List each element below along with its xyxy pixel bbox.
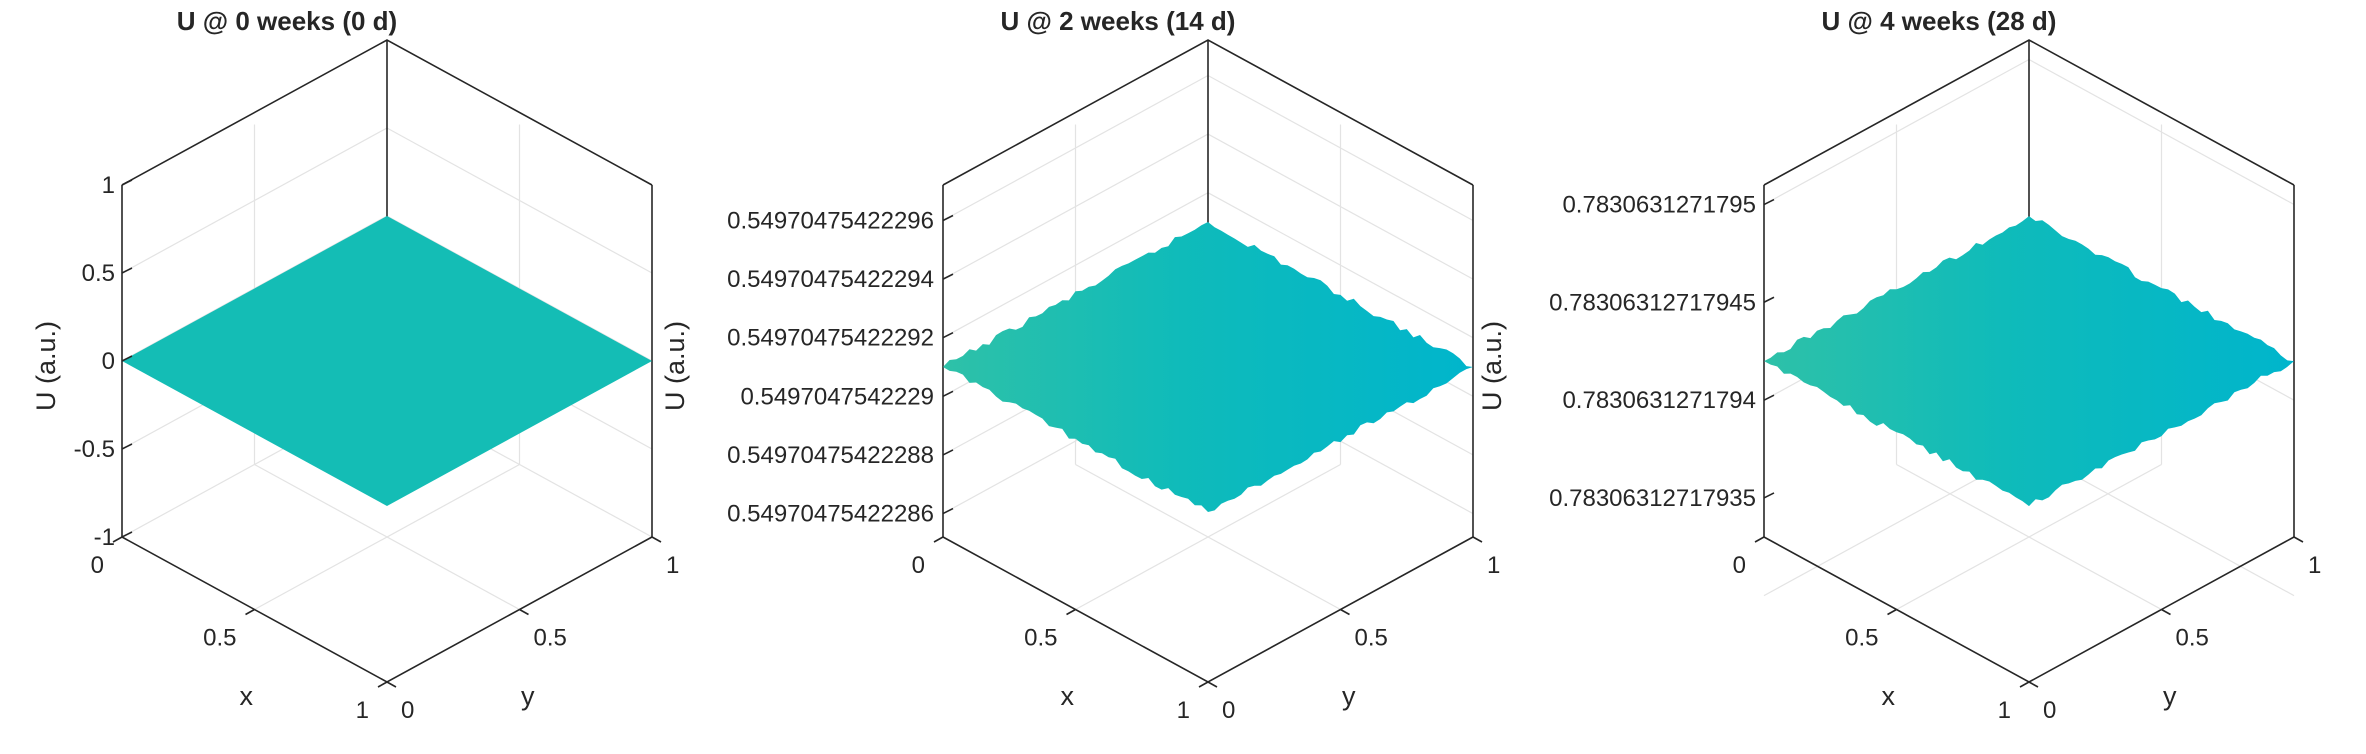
y-tick-mark bbox=[2028, 681, 2039, 688]
z-tick-label: 0.54970475422286 bbox=[727, 501, 934, 528]
z-tick-mark bbox=[121, 443, 133, 450]
x-tick-label: 0 bbox=[1733, 552, 1746, 579]
chart-title: U @ 0 weeks (0 d) bbox=[177, 6, 397, 36]
z-tick-mark bbox=[1763, 394, 1775, 401]
x-tick-mark bbox=[377, 681, 388, 688]
z-tick-label: 0.54970475422294 bbox=[727, 266, 934, 293]
z-tick-label: 0 bbox=[102, 348, 115, 375]
z-tick-mark bbox=[1763, 296, 1775, 303]
y-tick-mark bbox=[386, 681, 397, 688]
z-tick-mark bbox=[121, 355, 133, 362]
z-tick-label: 0.54970475422296 bbox=[727, 207, 934, 234]
y-tick-mark bbox=[2293, 536, 2304, 543]
x-tick-mark bbox=[112, 536, 123, 543]
y-axis-label: y bbox=[2163, 681, 2177, 711]
z-tick-label: 1 bbox=[102, 172, 115, 199]
z-tick-mark bbox=[942, 214, 954, 222]
z-tick-label: 0.5 bbox=[82, 260, 115, 287]
x-axis-label: x bbox=[1061, 681, 1075, 711]
z-tick-mark bbox=[942, 390, 954, 398]
y-tick-label: 0 bbox=[401, 697, 414, 724]
z-tick-label: 0.54970475422288 bbox=[727, 442, 934, 469]
floor-front-edges bbox=[121, 536, 653, 683]
z-tick-label: 0.7830631271795 bbox=[1562, 192, 1756, 219]
y-tick-label: 0 bbox=[1222, 697, 1235, 724]
x-tick-label: 0.5 bbox=[203, 625, 236, 652]
surface-patch bbox=[1764, 216, 2294, 507]
x-tick-mark bbox=[2019, 681, 2030, 688]
z-tick-label: 0.78306312717945 bbox=[1549, 289, 1756, 316]
surface-patch bbox=[122, 216, 652, 506]
z-axis-label: U (a.u.) bbox=[1477, 321, 1507, 411]
x-tick-label: 1 bbox=[1998, 697, 2011, 724]
surface bbox=[122, 216, 652, 506]
x-tick-label: 1 bbox=[356, 697, 369, 724]
floor-front-edges bbox=[1763, 536, 2295, 683]
y-tick-label: 1 bbox=[1487, 552, 1500, 579]
y-tick-mark bbox=[519, 608, 529, 616]
z-tick-mark bbox=[1763, 198, 1775, 206]
panel-2: U @ 2 weeks (14 d) 0.54970475422286 0.5497… bbox=[660, 6, 1500, 724]
z-tick-mark bbox=[121, 267, 133, 274]
y-tick-label: 1 bbox=[666, 552, 679, 579]
z-tick-label: -1 bbox=[94, 524, 115, 551]
y-tick-label: 0.5 bbox=[2176, 625, 2209, 652]
chart-title: U @ 2 weeks (14 d) bbox=[1001, 6, 1236, 36]
panel-3: U @ 4 weeks (28 d) 0.78306312717935 0.7830… bbox=[1477, 6, 2321, 724]
grid-line bbox=[254, 463, 520, 611]
grid-line bbox=[1075, 463, 1341, 611]
x-tick-mark bbox=[933, 536, 944, 543]
z-tick-mark bbox=[1763, 492, 1775, 499]
x-tick-mark bbox=[1754, 536, 1765, 543]
x-tick-mark bbox=[1198, 681, 1209, 688]
z-tick-label: 0.78306312717935 bbox=[1549, 485, 1756, 512]
y-tick-mark bbox=[1207, 681, 1218, 688]
x-tick-label: 1 bbox=[1177, 697, 1190, 724]
z-tick-mark bbox=[942, 332, 954, 339]
chart-title: U @ 4 weeks (28 d) bbox=[1822, 6, 2057, 36]
x-tick-label: 0.5 bbox=[1024, 625, 1057, 652]
y-axis-label: y bbox=[1342, 681, 1356, 711]
y-tick-label: 0.5 bbox=[534, 625, 567, 652]
x-tick-mark bbox=[245, 608, 255, 616]
z-tick-mark bbox=[942, 449, 954, 456]
z-tick-label: -0.5 bbox=[74, 436, 115, 463]
x-tick-label: 0 bbox=[91, 552, 104, 579]
x-axis-label: x bbox=[1882, 681, 1896, 711]
z-tick-label: 0.5497047542229 bbox=[740, 383, 934, 410]
z-tick-mark bbox=[121, 179, 133, 186]
z-tick-mark bbox=[121, 531, 133, 538]
x-tick-mark bbox=[1887, 608, 1897, 616]
x-tick-label: 0 bbox=[912, 552, 925, 579]
y-tick-label: 0.5 bbox=[1355, 625, 1388, 652]
z-tick-mark bbox=[942, 273, 954, 280]
y-tick-mark bbox=[1472, 536, 1483, 543]
x-tick-label: 0.5 bbox=[1845, 625, 1878, 652]
surface bbox=[943, 222, 1473, 512]
z-axis-label: U (a.u.) bbox=[31, 321, 61, 411]
y-tick-mark bbox=[2161, 608, 2171, 616]
y-tick-mark bbox=[651, 536, 662, 543]
x-axis-label: x bbox=[240, 681, 254, 711]
z-tick-label: 0.54970475422292 bbox=[727, 325, 934, 352]
surface bbox=[1764, 216, 2294, 507]
axes-box bbox=[1763, 39, 2295, 683]
grid-line bbox=[1896, 463, 2162, 611]
surface-patch bbox=[943, 222, 1473, 512]
y-axis-label: y bbox=[521, 681, 535, 711]
y-tick-label: 1 bbox=[2308, 552, 2321, 579]
z-tick-mark bbox=[942, 507, 954, 515]
z-axis-label: U (a.u.) bbox=[660, 321, 690, 411]
z-tick-label: 0.7830631271794 bbox=[1562, 387, 1756, 414]
y-tick-mark bbox=[1340, 608, 1350, 616]
y-tick-label: 0 bbox=[2043, 697, 2056, 724]
x-tick-mark bbox=[1066, 608, 1076, 616]
panel-1: U @ 0 weeks (0 d) -1 -0.5 0 0.5 1 U (a.u.) 0 0.5… bbox=[31, 6, 679, 724]
floor-front-edges bbox=[942, 536, 1474, 683]
